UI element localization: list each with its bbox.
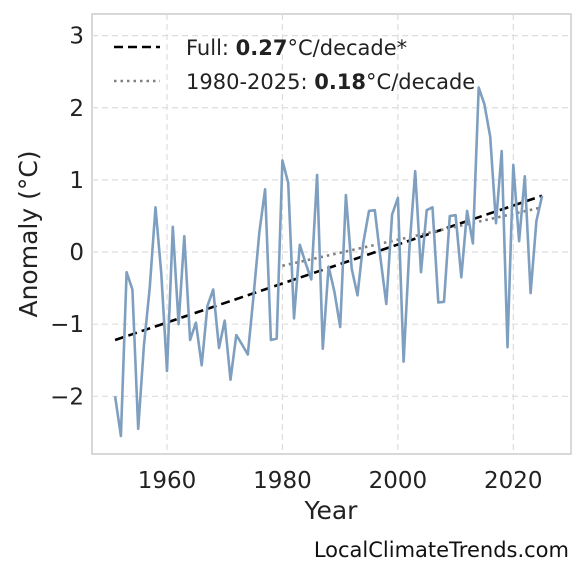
y-tick-label: 3 (69, 24, 84, 50)
recent-trend-line (282, 206, 543, 268)
y-axis-title: Anomaly (°C) (14, 150, 43, 317)
y-tick-label: −2 (50, 384, 84, 410)
y-tick-label: 1 (69, 168, 84, 194)
x-tick-label: 1960 (138, 468, 197, 494)
legend: Full: 0.27°C/decade* 1980-2025: 0.18°C/d… (114, 36, 475, 94)
anomaly-series-line (113, 86, 544, 438)
y-axis-ticks: −2 −1 0 1 2 3 (50, 24, 84, 411)
legend-recent-trend-label: 1980-2025: 0.18°C/decade (186, 70, 475, 94)
y-tick-label: 2 (69, 96, 84, 122)
x-axis-ticks: 1960 1980 2000 2020 (138, 468, 543, 494)
y-tick-label: −1 (50, 312, 84, 338)
x-tick-label: 2020 (484, 468, 543, 494)
legend-full-trend-label: Full: 0.27°C/decade* (186, 36, 407, 60)
x-axis-title: Year (304, 496, 359, 525)
data-series (113, 86, 544, 438)
source-watermark: LocalClimateTrends.com (313, 538, 569, 562)
x-tick-label: 1980 (253, 468, 312, 494)
x-tick-label: 2000 (369, 468, 428, 494)
y-tick-label: 0 (69, 240, 84, 266)
